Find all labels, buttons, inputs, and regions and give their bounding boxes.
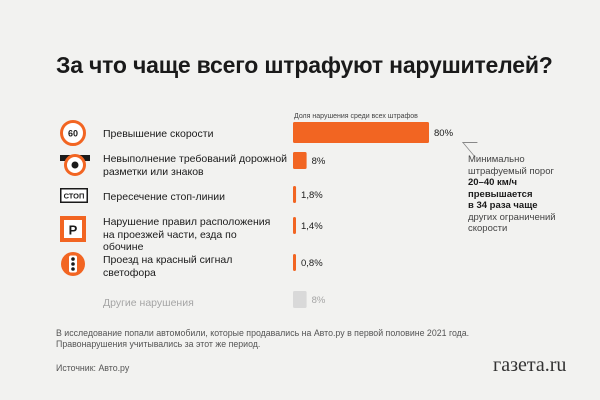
speed-limit-60-sign-icon: 60: [60, 120, 86, 146]
footnote-line-1: В исследование попали автомобили, которы…: [56, 328, 470, 338]
traffic-light-icon: [61, 252, 85, 276]
page-title: За что чаще всего штрафуют нарушителей?: [56, 52, 553, 78]
bar-value-label-4: 0,8%: [301, 258, 323, 269]
bar-value-label-2: 1,8%: [301, 190, 323, 201]
bar-3: [293, 217, 296, 234]
axis-caption: Доля нарушения среди всех штрафов: [294, 113, 418, 120]
speed-limit-text: 60: [68, 129, 78, 139]
annotation-note: Минимально штрафуемый порог 20–40 км/ч п…: [468, 154, 578, 235]
bar-0: [293, 122, 429, 143]
footnote-line-2: Правонарушения учитывались за этот же пе…: [56, 339, 261, 349]
source-text: Источник: Авто.ру: [56, 363, 130, 373]
category-label-lane-position: Нарушение правил расположения на проезже…: [103, 216, 271, 253]
publisher-logo: газета.ru: [493, 354, 567, 376]
parking-sign-icon: P: [60, 216, 86, 242]
stop-sign-text: СТОП: [64, 192, 85, 201]
footnote: В исследование попали автомобили, которы…: [56, 328, 476, 350]
category-label-speeding: Превышение скорости: [103, 128, 214, 140]
note-line-5: в 34 раза чаще: [468, 200, 538, 211]
category-label-other: Другие нарушения: [103, 297, 194, 309]
bar-value-label-5: 8%: [312, 295, 326, 306]
note-line-4: превышается: [468, 188, 533, 200]
category-label-markings: Невыполнение требований дорожной разметк…: [103, 153, 288, 178]
note-line-3: 20–40 км/ч: [468, 177, 517, 188]
note-line-2: штрафуемый порог: [468, 165, 554, 177]
note-line-7: скорости: [468, 223, 508, 234]
stop-line-sign-icon: СТОП: [60, 188, 88, 203]
bar-value-label-0: 80%: [434, 128, 454, 139]
note-line-6: других ограничений: [468, 211, 556, 223]
bar-5: [293, 291, 307, 308]
category-label-stop-line: Пересечение стоп-линии: [103, 191, 226, 203]
bar-value-label-3: 1,4%: [301, 221, 323, 232]
bar-value-label-1: 8%: [312, 156, 326, 167]
road-marking-sign-icon: [60, 154, 90, 176]
parking-sign-text: P: [69, 223, 78, 238]
bar-4: [293, 254, 296, 271]
note-line-1: Минимально: [468, 154, 525, 165]
bar-2: [293, 186, 297, 203]
bar-1: [293, 152, 307, 169]
category-label-red-light: Проезд на красный сигнал светофора: [103, 254, 233, 279]
